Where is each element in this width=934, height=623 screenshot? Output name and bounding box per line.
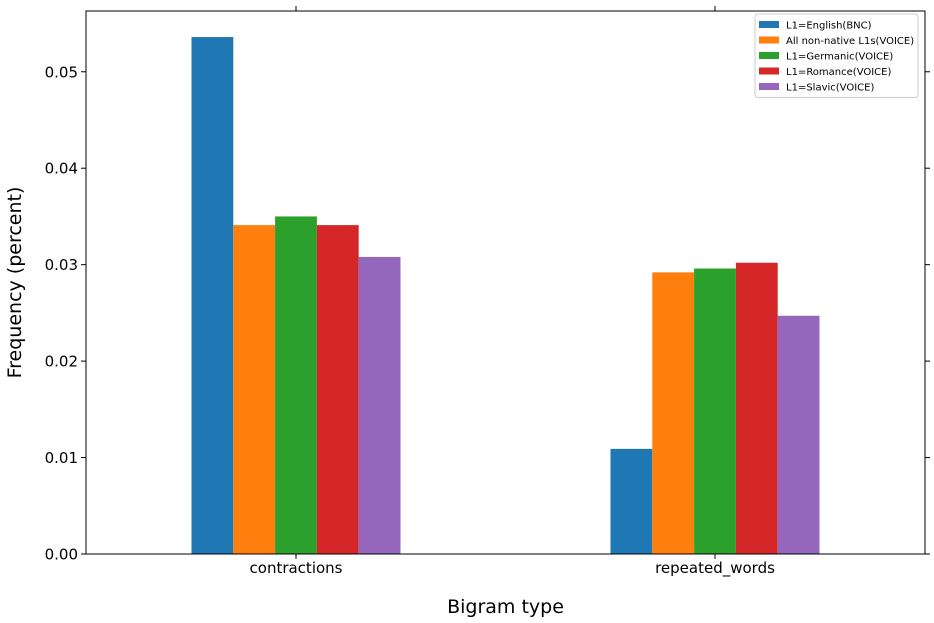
legend-entry: L1=Slavic(VOICE) <box>786 83 874 94</box>
bar-contractions-series-3 <box>316 225 359 555</box>
legend-swatch <box>759 67 779 75</box>
legend-swatch <box>759 52 779 59</box>
legend-swatch <box>759 36 779 44</box>
ticks-group: 0.00 0.01 0.02 0.03 0.04 0.05 contractions repe… <box>45 6 930 578</box>
bar-contractions-series-1 <box>233 225 276 555</box>
bar-repeated_words-series-2 <box>694 268 736 554</box>
bar-contractions-series-2 <box>275 216 317 554</box>
legend-entry: L1=English(BNC) <box>786 21 872 32</box>
x-tick-label: repeated_words <box>655 559 775 578</box>
y-tick-label: 0.01 <box>45 449 78 467</box>
legend-entry: All non-native L1s(VOICE) <box>786 36 914 47</box>
y-axis-title: Frequency (percent) <box>4 187 26 379</box>
bar-repeated_words-series-4 <box>777 315 820 554</box>
bar-contractions-series-4 <box>358 256 401 554</box>
bars-group <box>191 37 820 555</box>
bar-repeated_words-series-1 <box>652 272 695 554</box>
legend-entry: L1=Romance(VOICE) <box>786 67 891 78</box>
plot-frame <box>85 10 926 555</box>
y-tick-label: 0.00 <box>45 546 78 564</box>
legend-frame <box>754 13 919 98</box>
bar-repeated_words-series-0 <box>610 448 653 554</box>
x-tick-label: contractions <box>250 559 343 577</box>
legend-entry: L1=Germanic(VOICE) <box>786 52 893 63</box>
x-axis-title: Bigram type <box>447 596 564 618</box>
y-tick-label: 0.03 <box>45 256 78 274</box>
bar-repeated_words-series-3 <box>735 262 778 554</box>
legend-swatch <box>759 21 779 28</box>
legend: L1=English(BNC) All non-native L1s(VOICE)… <box>754 13 919 98</box>
legend-swatch <box>759 83 779 90</box>
bar-contractions-series-0 <box>191 37 234 555</box>
y-tick-label: 0.02 <box>45 353 78 371</box>
y-tick-label: 0.04 <box>45 160 78 178</box>
y-tick-label: 0.05 <box>45 63 78 81</box>
